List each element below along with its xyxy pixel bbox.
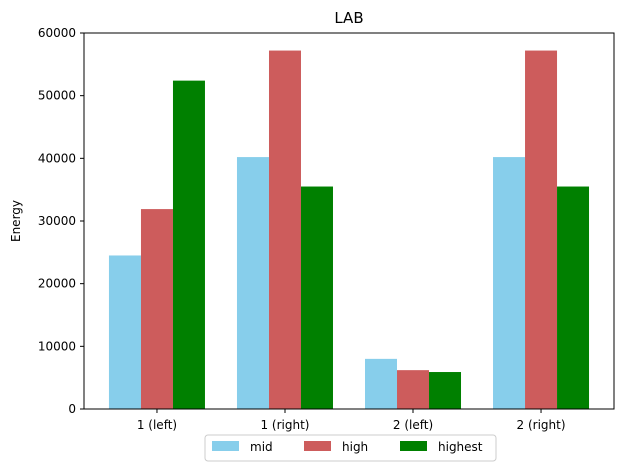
- chart-title: LAB: [334, 9, 363, 27]
- legend-label-mid: mid: [250, 440, 273, 454]
- y-tick-label: 0: [68, 402, 76, 416]
- legend-label-high: high: [342, 440, 368, 454]
- y-axis-ticks: 0 10000 20000 30000 40000 50000 60000: [38, 26, 84, 416]
- bar-high-3: [397, 370, 430, 409]
- plot-frame: [83, 32, 615, 410]
- x-tick-label: 1 (left): [137, 418, 177, 432]
- bar-mid-4: [493, 157, 526, 409]
- legend-swatch-highest: [400, 441, 427, 451]
- bar-mid-3: [365, 358, 397, 409]
- y-tick-label: 50000: [38, 89, 76, 103]
- y-tick-label: 60000: [38, 26, 76, 40]
- x-tick-label: 2 (left): [393, 418, 433, 432]
- legend-label-highest: highest: [438, 440, 483, 454]
- legend-swatch-high: [304, 441, 331, 451]
- bar-mid-1: [108, 255, 141, 409]
- bar-high-1: [140, 209, 173, 409]
- y-axis-label: Energy: [9, 200, 23, 242]
- bar-highest-1: [172, 80, 205, 409]
- bar-highest-3: [429, 372, 462, 409]
- bar-mid-2: [236, 157, 269, 409]
- y-tick-label: 10000: [38, 339, 76, 353]
- y-tick-label: 30000: [38, 214, 76, 228]
- legend: mid high highest: [204, 434, 497, 462]
- bar-highest-4: [557, 186, 590, 409]
- x-axis-ticks: 1 (left) 1 (right) 2 (left) 2 (right): [137, 409, 566, 432]
- y-tick-label: 40000: [38, 151, 76, 165]
- y-tick-label: 20000: [38, 277, 76, 291]
- x-tick-label: 1 (right): [260, 418, 309, 432]
- bars-group: [108, 50, 590, 410]
- bar-high-4: [525, 50, 558, 410]
- bar-high-2: [268, 50, 301, 410]
- x-tick-label: 2 (right): [517, 418, 566, 432]
- bar-highest-2: [300, 186, 333, 409]
- legend-swatch-mid: [212, 441, 239, 451]
